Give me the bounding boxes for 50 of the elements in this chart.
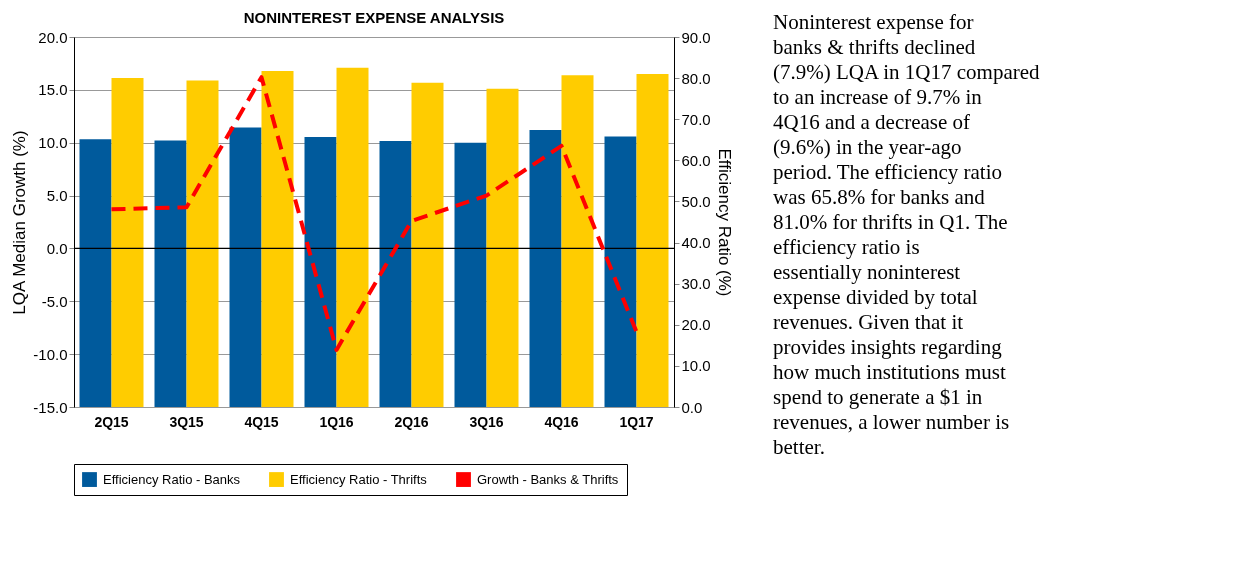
- bar: [486, 88, 519, 407]
- bar: [636, 74, 669, 407]
- chart-title: NONINTEREST EXPENSE ANALYSIS: [243, 9, 505, 26]
- x-tick-label: 1Q17: [619, 413, 654, 430]
- bar: [154, 140, 187, 407]
- y2-tick-label: 70.0: [681, 110, 711, 128]
- x-tick-label: 4Q16: [544, 413, 579, 430]
- x-tick-label: 3Q15: [169, 413, 204, 430]
- bar: [111, 78, 144, 407]
- bar: [79, 139, 112, 407]
- bar: [304, 136, 337, 407]
- y-tick-label: -15.0: [33, 398, 68, 416]
- bar: [529, 129, 562, 407]
- y-tick-label: 5.0: [46, 187, 68, 205]
- legend-label: Growth - Banks & Thrifts: [477, 471, 619, 487]
- y-tick-label: 10.0: [38, 134, 68, 152]
- y-axis-title: LQA Median Growth (%): [10, 130, 30, 315]
- bar: [604, 136, 637, 407]
- y-tick-label: 15.0: [38, 81, 68, 99]
- y-tick-label: -5.0: [41, 292, 68, 310]
- bar: [261, 71, 294, 407]
- y2-tick-label: 20.0: [681, 316, 711, 334]
- y2-tick-label: 10.0: [681, 357, 711, 375]
- bar: [411, 82, 444, 407]
- x-tick-label: 4Q15: [244, 413, 279, 430]
- y-tick-label: -10.0: [33, 345, 68, 363]
- x-tick-label: 2Q16: [394, 413, 429, 430]
- bar: [454, 142, 487, 407]
- y-tick-label: 20.0: [38, 28, 68, 46]
- bar: [336, 67, 369, 407]
- y-tick-label: 0.0: [46, 239, 68, 257]
- line-series: [109, 75, 639, 352]
- y2-tick-label: 30.0: [681, 275, 711, 293]
- legend-label: Efficiency Ratio - Thrifts: [290, 471, 428, 487]
- bar: [561, 75, 594, 407]
- x-tick-label: 3Q16: [469, 413, 504, 430]
- x-tick-label: 2Q15: [94, 413, 129, 430]
- bar: [229, 127, 262, 407]
- y2-tick-label: 40.0: [681, 234, 711, 252]
- bar: [186, 80, 219, 407]
- text: Noninterest expense for banks & thrifts declined (7.9%) LQA in 1Q17 compared to an increase of 9.7% in 4Q16 and a decrease of (9.6%) in the year-ago period. The efficiency ratio was 65.8% for banks and 81.0% for thrifts in Q1. The efficiency ratio is essentially noninterest expense divided by total revenues. Given that it provides insights regarding how much institutions must spend to generate a $1 in revenues, a lower number is better.: [773, 10, 1040, 459]
- legend-label: Efficiency Ratio - Banks: [103, 471, 241, 487]
- bar: [379, 141, 412, 407]
- y2-tick-label: 80.0: [681, 69, 711, 87]
- y2-tick-label: 0.0: [681, 398, 703, 416]
- y2-tick-label: 90.0: [681, 28, 711, 46]
- y2-axis-title: Efficiency Ratio (%): [714, 148, 734, 297]
- x-tick-label: 1Q16: [319, 413, 354, 430]
- y2-tick-label: 50.0: [681, 192, 711, 210]
- y2-tick-label: 60.0: [681, 151, 711, 169]
